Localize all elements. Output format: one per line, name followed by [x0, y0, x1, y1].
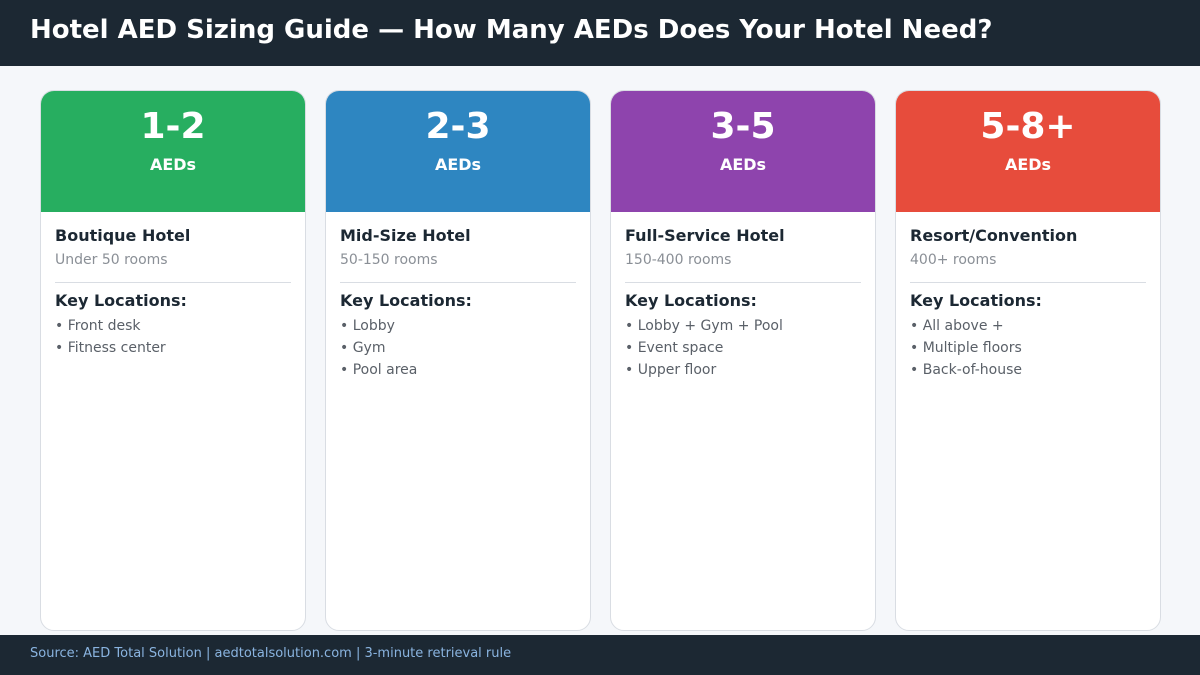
- locations-list: • All above + • Multiple floors • Back-o…: [910, 315, 1146, 381]
- aed-count: 3-5: [710, 106, 776, 147]
- aed-unit: AEDs: [1004, 155, 1052, 174]
- locations-list: • Lobby • Gym • Pool area: [340, 315, 576, 381]
- aed-count: 5-8+: [980, 106, 1076, 147]
- location-item: • Fitness center: [55, 340, 166, 356]
- room-range: 400+ rooms: [910, 252, 997, 268]
- hotel-type: Full-Service Hotel: [625, 226, 785, 245]
- aed-unit: AEDs: [719, 155, 767, 174]
- page-title: Hotel AED Sizing Guide — How Many AEDs D…: [30, 15, 993, 45]
- aed-count: 2-3: [425, 106, 491, 147]
- card-header: 5-8+ AEDs: [896, 91, 1160, 212]
- cards-row: 1-2 AEDs Boutique Hotel Under 50 rooms K…: [40, 90, 1161, 631]
- locations-heading: Key Locations:: [340, 291, 472, 310]
- card-header: 1-2 AEDs: [41, 91, 305, 212]
- footer-bar: Source: AED Total Solution | aedtotalsol…: [0, 635, 1200, 675]
- locations-heading: Key Locations:: [625, 291, 757, 310]
- hotel-type: Mid-Size Hotel: [340, 226, 471, 245]
- location-item: • Multiple floors: [910, 340, 1022, 356]
- location-item: • Lobby: [340, 318, 395, 334]
- divider: [340, 282, 576, 283]
- location-item: • Front desk: [55, 318, 141, 334]
- card-body: Resort/Convention 400+ rooms Key Locatio…: [896, 212, 1160, 381]
- divider: [55, 282, 291, 283]
- room-range: Under 50 rooms: [55, 252, 168, 268]
- locations-list: • Front desk • Fitness center: [55, 315, 291, 359]
- room-range: 50-150 rooms: [340, 252, 438, 268]
- location-item: • Lobby + Gym + Pool: [625, 318, 783, 334]
- card-body: Boutique Hotel Under 50 rooms Key Locati…: [41, 212, 305, 359]
- location-item: • All above +: [910, 318, 1004, 334]
- hotel-type: Boutique Hotel: [55, 226, 191, 245]
- location-item: • Pool area: [340, 362, 418, 378]
- location-item: • Gym: [340, 340, 386, 356]
- aed-count: 1-2: [140, 106, 206, 147]
- source-note: Source: AED Total Solution | aedtotalsol…: [30, 646, 512, 661]
- location-item: • Event space: [625, 340, 724, 356]
- room-range: 150-400 rooms: [625, 252, 732, 268]
- hotel-type: Resort/Convention: [910, 226, 1078, 245]
- card-header: 3-5 AEDs: [611, 91, 875, 212]
- locations-list: • Lobby + Gym + Pool • Event space • Upp…: [625, 315, 861, 381]
- card-body: Mid-Size Hotel 50-150 rooms Key Location…: [326, 212, 590, 381]
- location-item: • Upper floor: [625, 362, 717, 378]
- locations-heading: Key Locations:: [55, 291, 187, 310]
- card-mid-size: 2-3 AEDs Mid-Size Hotel 50-150 rooms Key…: [325, 90, 591, 631]
- aed-unit: AEDs: [434, 155, 482, 174]
- aed-unit: AEDs: [149, 155, 197, 174]
- locations-heading: Key Locations:: [910, 291, 1042, 310]
- header-bar: Hotel AED Sizing Guide — How Many AEDs D…: [0, 0, 1200, 66]
- card-header: 2-3 AEDs: [326, 91, 590, 212]
- location-item: • Back-of-house: [910, 362, 1023, 378]
- card-resort-convention: 5-8+ AEDs Resort/Convention 400+ rooms K…: [895, 90, 1161, 631]
- card-body: Full-Service Hotel 150-400 rooms Key Loc…: [611, 212, 875, 381]
- card-full-service: 3-5 AEDs Full-Service Hotel 150-400 room…: [610, 90, 876, 631]
- divider: [625, 282, 861, 283]
- card-boutique: 1-2 AEDs Boutique Hotel Under 50 rooms K…: [40, 90, 306, 631]
- divider: [910, 282, 1146, 283]
